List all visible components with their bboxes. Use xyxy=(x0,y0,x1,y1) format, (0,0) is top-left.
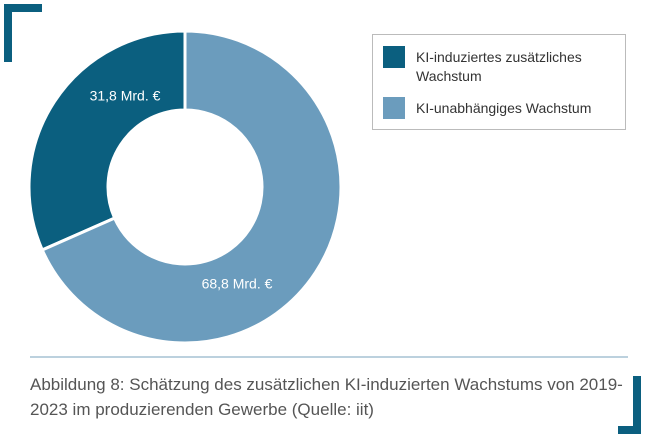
legend-swatch xyxy=(383,46,405,68)
caption: Abbildung 8: Schätzung des zusätzlichen … xyxy=(30,375,623,419)
legend: KI-induziertes zusätzliches Wachstum KI-u… xyxy=(372,34,626,130)
legend-swatch xyxy=(383,97,405,119)
value-label: 31,8 Mrd. € xyxy=(90,88,161,104)
legend-label: KI-unabhängiges Wachstum xyxy=(416,100,592,116)
legend-item: KI-induziertes zusätzliches Wachstum xyxy=(383,46,596,86)
donut-segment xyxy=(27,29,187,252)
corner-bracket xyxy=(4,4,42,62)
legend-label: KI-induziertes zusätzliches Wachstum xyxy=(416,49,582,84)
legend-item: KI-unabhängiges Wachstum xyxy=(383,97,596,119)
corner-bracket xyxy=(618,376,641,434)
value-label: 68,8 Mrd. € xyxy=(202,276,273,292)
donut-segment xyxy=(40,29,343,345)
